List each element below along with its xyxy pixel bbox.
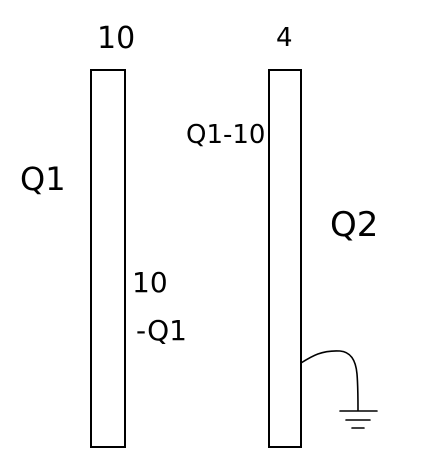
right-plate-body: [268, 69, 302, 448]
left-outer-charge-label: Q1: [20, 160, 66, 198]
left-plate-body: [90, 69, 126, 448]
ground-icon: [339, 410, 378, 429]
left-inner-charge-top-label: 10: [132, 266, 168, 299]
right-inner-charge-label: Q1-10: [186, 120, 265, 150]
right-plate-top-label: 4: [276, 23, 293, 53]
ground-connection: [300, 350, 378, 429]
right-plate: [268, 69, 302, 448]
right-outer-charge-label: Q2: [330, 205, 378, 245]
left-inner-charge-bottom-label: -Q1: [136, 314, 187, 347]
left-plate: [90, 69, 126, 448]
ground-wire: [300, 350, 359, 411]
left-plate-top-label: 10: [97, 21, 135, 56]
